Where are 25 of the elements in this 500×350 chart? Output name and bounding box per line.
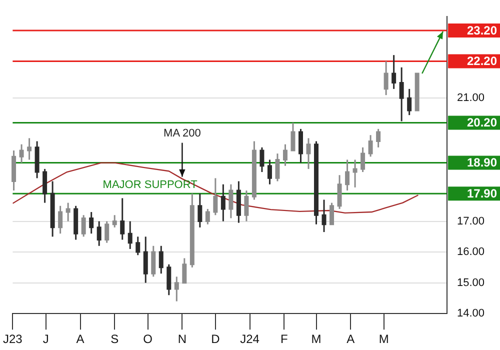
ref-line-label: 22.20: [466, 54, 498, 68]
x-tick-label: A: [76, 332, 84, 346]
x-tick-label: M: [378, 332, 389, 346]
x-tick-label: S: [110, 332, 119, 346]
ref-line-label: 23.20: [466, 23, 498, 38]
x-tick-label: F: [280, 332, 288, 346]
y-tick-label: 16.00: [457, 246, 485, 258]
y-tick-label: 15.00: [457, 276, 485, 289]
ref-line-label: 18.90: [466, 156, 498, 170]
y-tick-label: 14.00: [457, 308, 485, 320]
x-tick-label: D: [211, 332, 220, 346]
ref-line-label: 17.90: [466, 186, 498, 200]
y-tick-label: 21.00: [457, 92, 485, 104]
y-tick-label: 17.00: [457, 215, 485, 228]
x-tick-label: J: [42, 332, 49, 346]
candlestick: [414, 72, 420, 112]
x-tick-label: N: [178, 332, 187, 346]
annotation: MAJOR SUPPORT: [102, 179, 198, 192]
x-tick-label: O: [143, 332, 153, 346]
x-tick-label: M: [311, 332, 322, 346]
annotation: MA 200: [164, 127, 201, 140]
x-tick-label: A: [346, 332, 355, 346]
ref-line-label: 20.20: [466, 116, 498, 130]
x-tick-label: J24: [240, 332, 260, 346]
x-tick-label: J23: [2, 332, 23, 346]
